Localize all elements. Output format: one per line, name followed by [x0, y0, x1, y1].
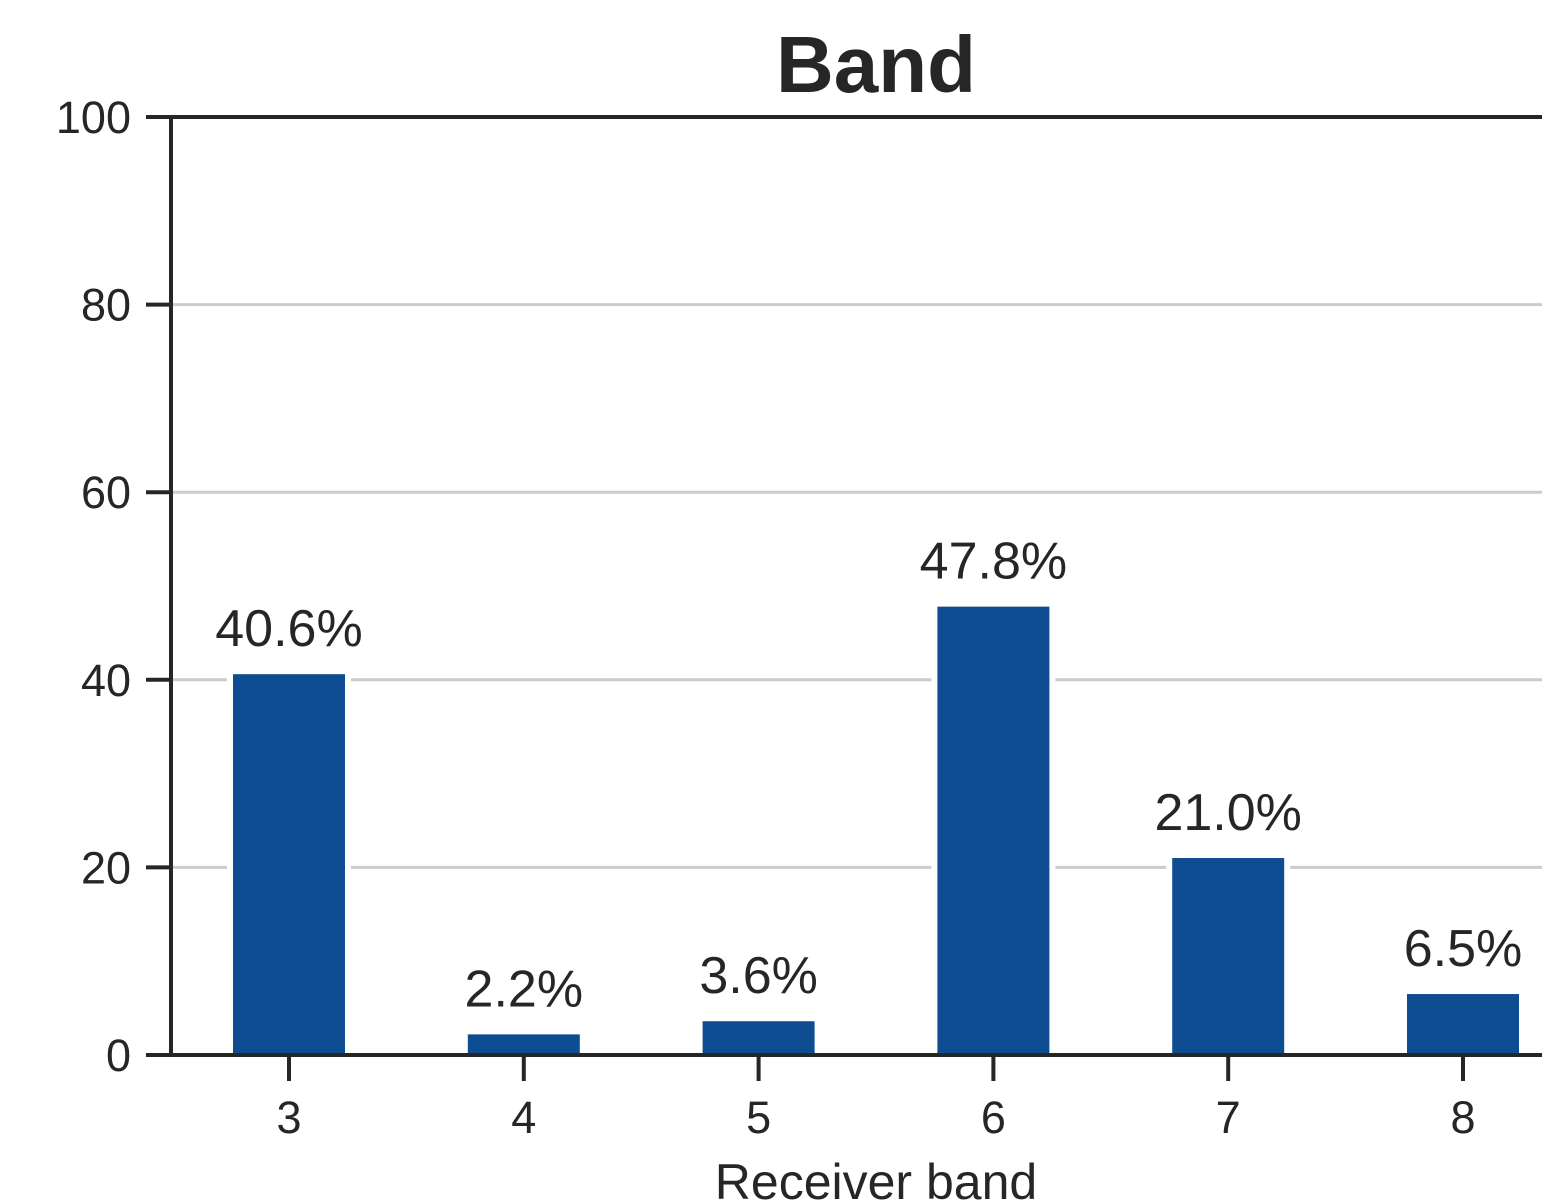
data-labels: 40.6% 2.2% 3.6% 47.8% 21.0% 6.5% — [215, 533, 1522, 1019]
bar — [937, 606, 1050, 1055]
axes — [169, 115, 1542, 1057]
x-ticks: 3 4 5 6 7 8 — [276, 1055, 1476, 1143]
data-label: 47.8% — [920, 533, 1067, 591]
bar — [1407, 994, 1519, 1055]
x-tick-label: 5 — [746, 1092, 771, 1143]
x-tick-label: 6 — [981, 1092, 1006, 1143]
bars — [227, 603, 1525, 1055]
gridlines — [171, 303, 1542, 869]
data-label: 3.6% — [699, 947, 818, 1005]
bar — [702, 1021, 815, 1055]
x-tick-label: 7 — [1216, 1092, 1241, 1143]
bar — [233, 674, 345, 1055]
y-tick-label: 40 — [81, 655, 131, 706]
x-axis-label: Receiver band — [715, 1154, 1037, 1204]
x-tick-label: 4 — [511, 1092, 536, 1143]
y-tick-label: 20 — [81, 842, 131, 893]
y-ticks: 0 20 40 60 80 100 — [56, 92, 171, 1081]
y-tick-label: 80 — [81, 280, 131, 331]
data-label: 6.5% — [1404, 920, 1523, 978]
y-tick-label: 100 — [56, 92, 131, 143]
y-tick-label: 60 — [81, 467, 131, 518]
x-tick-label: 3 — [276, 1092, 301, 1143]
y-tick-label: 0 — [106, 1030, 131, 1081]
data-label: 40.6% — [215, 600, 362, 658]
bar — [1172, 858, 1285, 1055]
data-label: 21.0% — [1154, 784, 1301, 842]
x-tick-label: 8 — [1450, 1092, 1475, 1143]
data-label: 2.2% — [465, 960, 584, 1018]
bar — [467, 1034, 580, 1055]
chart-title: Band — [776, 20, 976, 109]
